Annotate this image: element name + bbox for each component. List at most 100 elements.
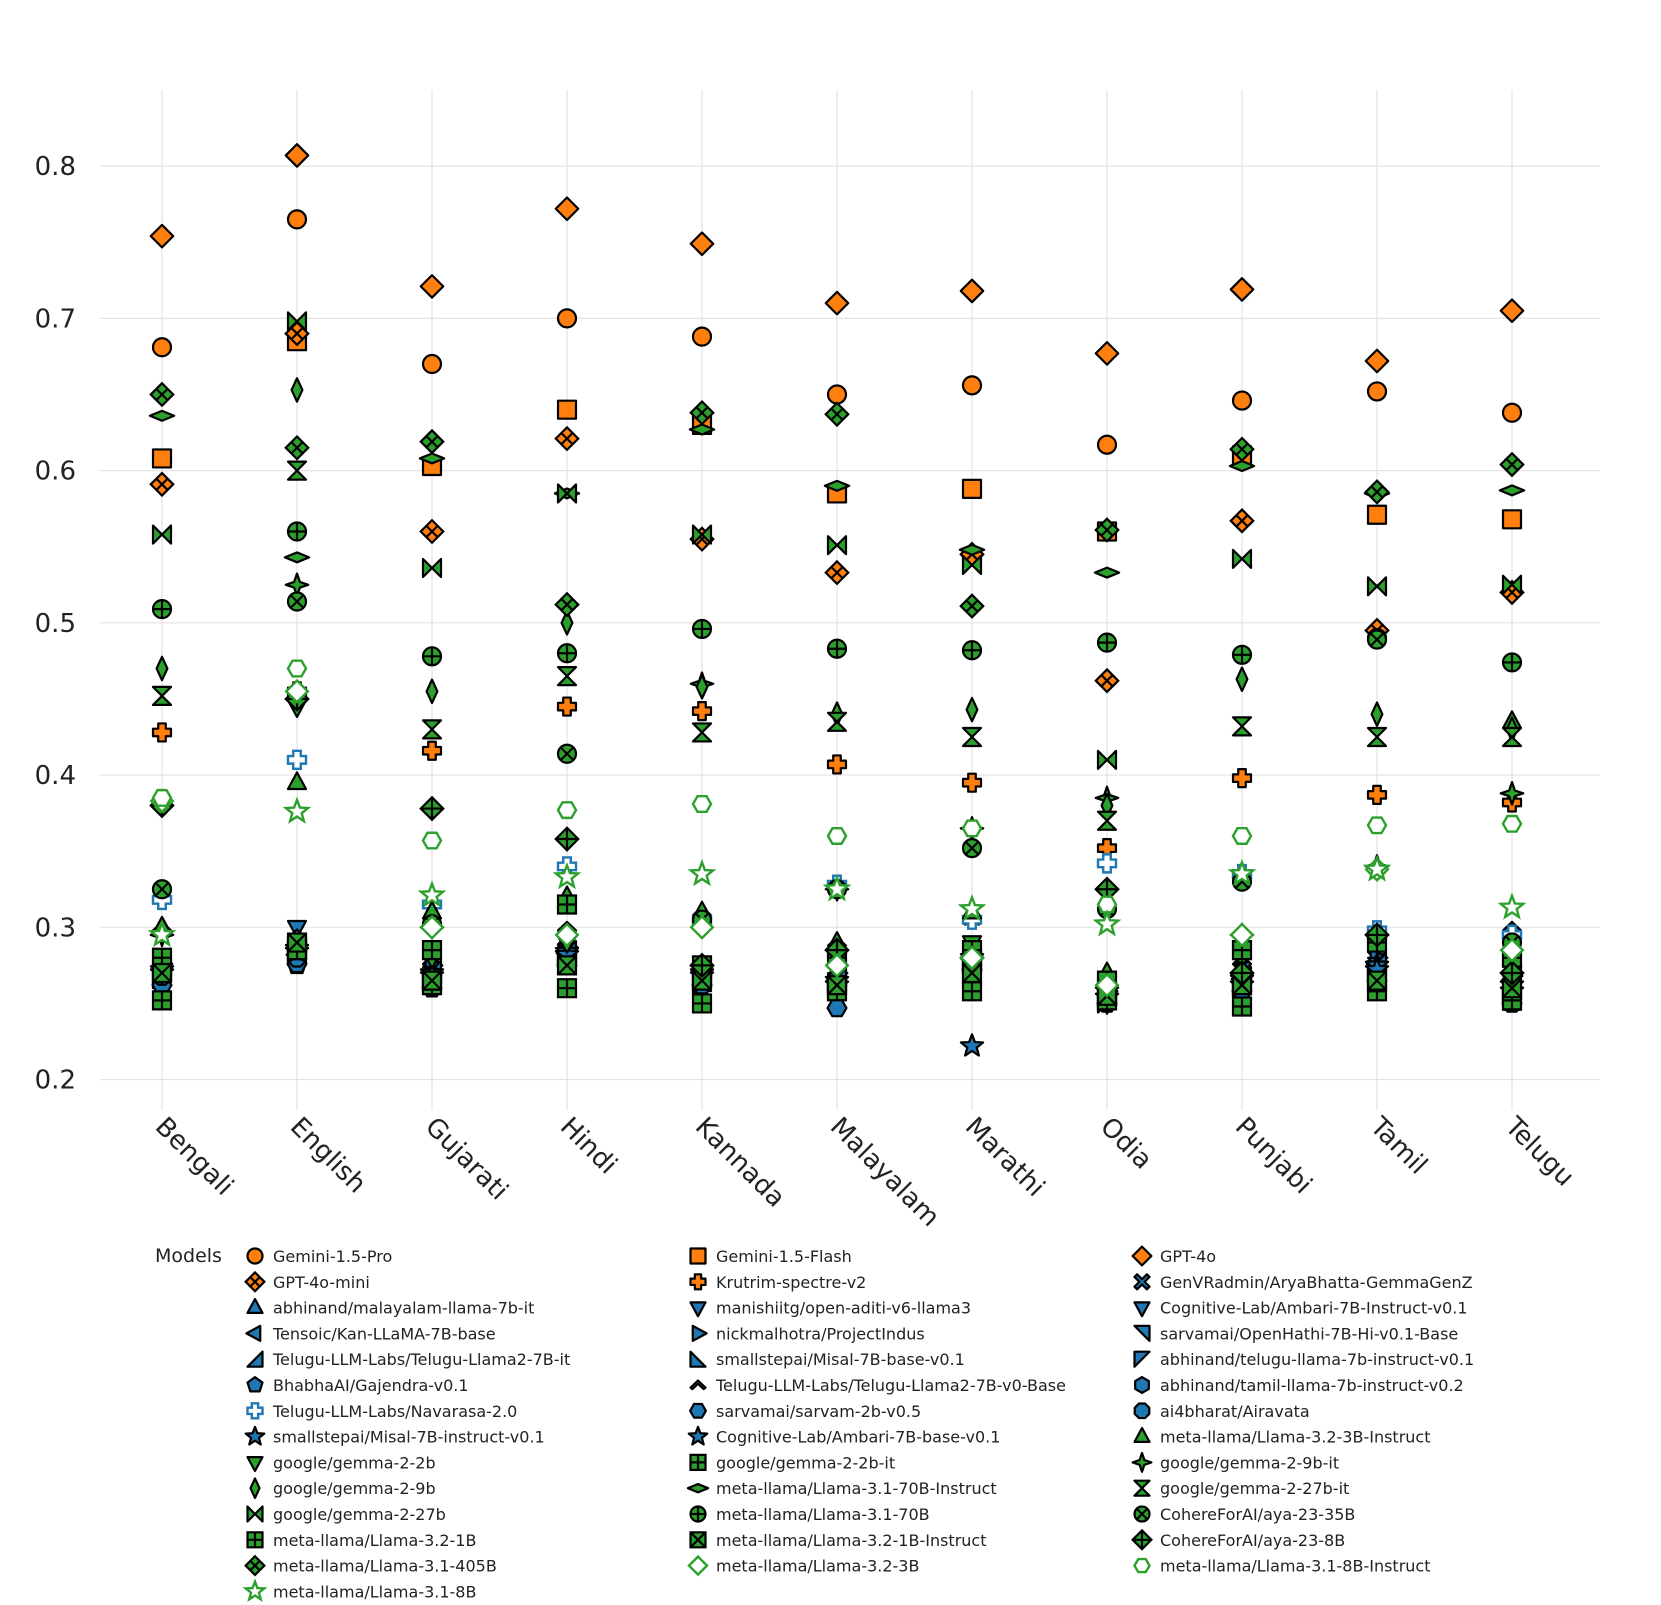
data-point — [1092, 909, 1122, 937]
data-point — [1096, 632, 1118, 653]
legend-label: nickmalhotra/ProjectIndus — [716, 1324, 925, 1343]
legend-label: CohereForAI/aya-23-8B — [1160, 1531, 1345, 1550]
data-point — [961, 375, 983, 396]
data-point — [286, 932, 308, 953]
series-38 — [151, 659, 1523, 914]
legend-label: Tensoic/Kan-LLaMA-7B-base — [272, 1324, 496, 1343]
data-point — [554, 826, 580, 852]
legend-item: meta-llama/Llama-3.1-70B — [689, 1505, 930, 1524]
legend-item: Cognitive-Lab/Ambari-7B-Instruct-v0.1 — [1133, 1299, 1468, 1318]
data-point — [691, 326, 713, 347]
series-36 — [149, 381, 1525, 619]
data-point — [151, 962, 173, 984]
data-point — [959, 1033, 985, 1057]
legend-marker — [689, 1453, 707, 1471]
y-tick-label: 0.8 — [35, 152, 76, 182]
data-point — [965, 696, 979, 723]
legend-item: abhinand/tamil-llama-7b-instruct-v0.2 — [1134, 1376, 1464, 1395]
legend-marker — [245, 1324, 262, 1342]
data-point — [284, 434, 310, 461]
legend-marker — [689, 1402, 707, 1419]
data-point — [151, 788, 173, 807]
legend-label: Krutrim-spectre-v2 — [716, 1273, 866, 1292]
data-point — [284, 678, 310, 704]
data-point — [1096, 895, 1118, 914]
series-2 — [149, 143, 1525, 374]
legend-marker — [689, 1350, 707, 1368]
data-point — [826, 384, 848, 405]
data-point — [1370, 701, 1384, 727]
data-point — [556, 801, 578, 820]
data-point — [155, 655, 169, 682]
legend-marker — [1133, 1324, 1151, 1342]
data-point — [691, 618, 713, 640]
legend-marker — [1133, 1557, 1151, 1574]
data-point — [1229, 508, 1255, 534]
data-point — [151, 599, 173, 620]
legend-item: meta-llama/Llama-3.2-1B-Instruct — [689, 1531, 987, 1550]
legend-marker — [246, 1297, 264, 1314]
data-point — [1501, 574, 1523, 595]
legend-item: meta-llama/Llama-3.1-8B-Instruct — [1133, 1557, 1431, 1576]
data-point — [286, 749, 308, 771]
legend-label: abhinand/telugu-llama-7b-instruct-v0.1 — [1160, 1350, 1474, 1369]
x-tick-label: Punjabi — [1229, 1112, 1317, 1200]
legend-marker — [1131, 1451, 1153, 1473]
y-tick-label: 0.3 — [35, 913, 76, 943]
data-point — [419, 914, 445, 940]
legend-label: meta-llama/Llama-3.1-405B — [273, 1557, 497, 1576]
data-point — [425, 678, 439, 705]
data-point — [824, 290, 850, 316]
legend-label: Telugu-LLM-Labs/Navarasa-2.0 — [272, 1402, 517, 1421]
legend-label: ai4bharat/Airavata — [1160, 1402, 1310, 1421]
data-point — [419, 274, 445, 299]
data-point — [556, 666, 578, 687]
legend-label: meta-llama/Llama-3.2-3B-Instruct — [1160, 1428, 1431, 1447]
data-point — [689, 399, 715, 426]
legend-label: Telugu-LLM-Labs/Telugu-Llama2-7B-v0-Base — [715, 1376, 1066, 1395]
legend-item: sarvamai/OpenHathi-7B-Hi-v0.1-Base — [1133, 1324, 1458, 1343]
data-point — [689, 231, 715, 257]
data-point — [556, 399, 578, 420]
x-tick-label: Kannada — [689, 1112, 791, 1214]
legend-label: abhinand/malayalam-llama-7b-it — [273, 1299, 534, 1318]
legend-item: smallstepai/Misal-7B-instruct-v0.1 — [244, 1425, 545, 1447]
legend-item: meta-llama/Llama-3.1-405B — [244, 1554, 497, 1577]
legend-marker — [1133, 1301, 1151, 1318]
data-point — [151, 685, 173, 707]
data-point — [286, 209, 308, 230]
data-point — [961, 819, 983, 838]
data-point — [1366, 816, 1388, 835]
series-30 — [151, 311, 1523, 770]
data-point — [1231, 548, 1253, 569]
data-point — [1096, 853, 1118, 874]
data-point — [1096, 434, 1118, 455]
legend-item: google/gemma-2-9b-it — [1131, 1451, 1339, 1473]
legend-label: google/gemma-2-27b-it — [1160, 1479, 1349, 1498]
data-point — [1501, 726, 1523, 748]
data-point — [149, 223, 175, 249]
data-point — [957, 893, 987, 922]
data-point — [554, 922, 580, 948]
legend-label: Cognitive-Lab/Ambari-7B-base-v0.1 — [716, 1428, 1000, 1447]
legend-marker — [689, 1531, 707, 1549]
legend-label: google/gemma-2-27b — [273, 1505, 446, 1524]
data-point — [556, 308, 578, 329]
data-point — [151, 337, 173, 358]
legend-label: google/gemma-2-9b — [273, 1479, 436, 1498]
legend-item: google/gemma-2-9b — [249, 1477, 436, 1500]
data-point — [826, 535, 848, 556]
data-point — [1501, 814, 1523, 833]
legend-label: manishiitg/open-aditi-v6-llama3 — [716, 1299, 971, 1318]
legend-marker — [1133, 1350, 1151, 1368]
data-point — [1366, 381, 1388, 402]
legend-label: GPT-4o-mini — [273, 1273, 370, 1292]
data-point — [826, 711, 848, 732]
data-point — [286, 771, 308, 791]
legend-label: meta-llama/Llama-3.1-70B-Instruct — [716, 1479, 997, 1498]
data-point — [826, 638, 848, 659]
legend-title: Models — [155, 1245, 222, 1267]
data-point — [959, 593, 985, 619]
data-point — [695, 673, 709, 700]
data-point — [1497, 892, 1527, 920]
